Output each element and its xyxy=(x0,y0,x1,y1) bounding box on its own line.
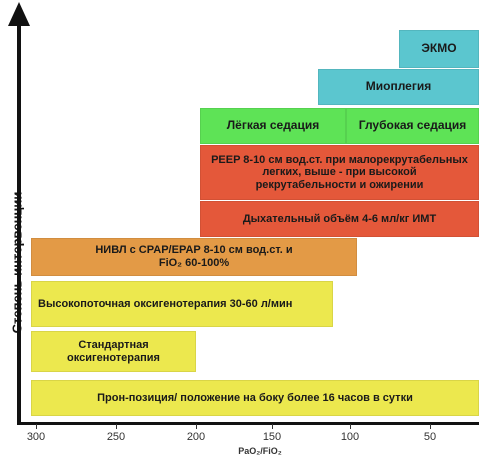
myoplegia-box: Миоплегия xyxy=(318,69,479,105)
x-tick xyxy=(350,424,351,429)
high-flow-label: Высокопоточная оксигенотерапия 30-60 л/м… xyxy=(38,297,293,310)
y-axis-arrow-icon xyxy=(8,2,30,26)
x-axis-line xyxy=(17,422,479,425)
deep-sedation-box: Глубокая седация xyxy=(346,108,479,144)
tidal-volume-box: Дыхательный объём 4-6 мл/кг ИМТ xyxy=(200,201,479,237)
standard-oxygen-box: Стандартная оксигенотерапия xyxy=(31,331,196,372)
light-sedation-label: Лёгкая седация xyxy=(226,118,320,133)
x-tick-label: 150 xyxy=(262,431,282,443)
x-tick xyxy=(116,424,117,429)
peep-box: PEEP 8-10 см вод.ст. при малорекрутабель… xyxy=(200,145,479,200)
prone-position-label: Прон-позиция/ положение на боку более 16… xyxy=(97,391,413,404)
niv-box: НИВЛ с CPAP/EPAP 8-10 см вод.ст. и FiO₂ … xyxy=(31,238,357,276)
light-sedation-box: Лёгкая седация xyxy=(200,108,346,144)
niv-label: НИВЛ с CPAP/EPAP 8-10 см вод.ст. и FiO₂ … xyxy=(95,244,293,269)
x-tick xyxy=(196,424,197,429)
tidal-volume-label: Дыхательный объём 4-6 мл/кг ИМТ xyxy=(242,212,437,225)
standard-oxygen-label: Стандартная оксигенотерапия xyxy=(67,338,160,364)
y-axis-line xyxy=(17,22,21,424)
x-tick-label: 200 xyxy=(186,431,206,443)
peep-label: PEEP 8-10 см вод.ст. при малорекрутабель… xyxy=(211,153,468,191)
x-tick-label: 300 xyxy=(26,431,46,443)
myoplegia-label: Миоплегия xyxy=(365,79,432,94)
x-tick xyxy=(430,424,431,429)
y-axis-title: Степень интервенции xyxy=(9,191,25,334)
x-tick-label: 50 xyxy=(423,431,437,443)
x-tick-label: 100 xyxy=(340,431,360,443)
high-flow-box: Высокопоточная оксигенотерапия 30-60 л/м… xyxy=(31,281,333,327)
ecmo-box: ЭКМО xyxy=(399,30,479,68)
deep-sedation-label: Глубокая седация xyxy=(358,118,467,133)
x-tick-label: 250 xyxy=(106,431,126,443)
prone-position-box: Прон-позиция/ положение на боку более 16… xyxy=(31,380,479,416)
x-axis-title: PaO₂/FiO₂ xyxy=(238,446,282,456)
ecmo-label: ЭКМО xyxy=(421,41,457,56)
x-tick xyxy=(272,424,273,429)
x-tick xyxy=(36,424,37,429)
